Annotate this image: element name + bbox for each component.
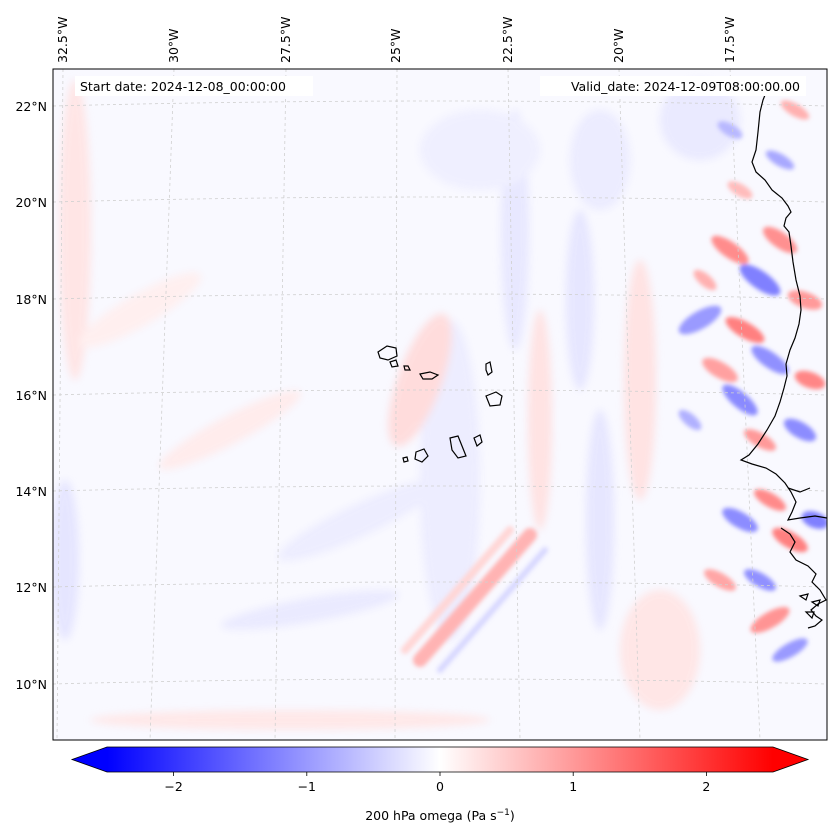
lat-label-12: 12°N	[15, 580, 47, 595]
grid-lon-25	[394, 69, 398, 740]
grid-lon-17-5	[729, 69, 761, 740]
omega-field	[53, 80, 827, 730]
lat-label-16: 16°N	[15, 388, 47, 403]
lon-label-30: 30°W	[166, 28, 181, 63]
cape-verde-santiago	[449, 435, 467, 459]
colorbar-tick-label: −2	[164, 779, 182, 794]
cape-verde-sao-vicente	[389, 359, 399, 368]
cape-verde-maio	[473, 434, 483, 447]
lat-label-10: 10°N	[15, 677, 47, 692]
colorbar-label-exponent: −1	[497, 808, 510, 818]
grid-lon-30	[149, 69, 175, 740]
grid-lat-20	[53, 196, 827, 203]
colorbar-label-main: 200 hPa omega (Pa s	[365, 808, 496, 823]
valid-date-box	[540, 76, 806, 96]
cape-verde-santa-luzia	[403, 365, 411, 371]
grid-lon-20	[618, 69, 641, 740]
colorbar-tick-label: 0	[436, 779, 444, 794]
colorbar-tick-label: 2	[702, 779, 710, 794]
grid-lat-14	[53, 485, 827, 492]
grid-lat-18	[53, 293, 827, 300]
bijagos-islands	[798, 593, 821, 620]
colorbar-outline	[70, 746, 810, 773]
lon-label-27-5: 27.5°W	[278, 17, 293, 63]
map-frame	[52, 68, 828, 741]
map-panel: Start date: 2024-12-08_00:00:00 Valid_da…	[52, 68, 828, 741]
colorbar-extend-max	[773, 747, 808, 772]
graticule	[53, 69, 827, 740]
latitude-labels: 22°N 20°N 18°N 16°N 14°N 12°N 10°N	[15, 99, 47, 692]
lon-label-20: 20°W	[611, 28, 626, 63]
lat-label-20: 20°N	[15, 195, 47, 210]
cape-verde-boa-vista	[485, 391, 503, 407]
grid-lon-22-5	[507, 69, 521, 740]
cape-verde-brava	[402, 456, 409, 463]
grid-lon-27-5	[274, 69, 287, 740]
lat-label-18: 18°N	[15, 292, 47, 307]
colorbar-body	[107, 747, 773, 772]
lon-label-32-5: 32.5°W	[55, 17, 70, 63]
lon-label-17-5: 17.5°W	[722, 17, 737, 63]
gambia-inlet	[787, 487, 811, 493]
colorbar-tick-label: 1	[569, 779, 577, 794]
lat-label-14: 14°N	[15, 484, 47, 499]
cape-verde-sal	[485, 361, 493, 376]
colorbar: −2 −1 0 1 2 200 hPa omega (Pa s−1)	[70, 746, 810, 823]
africa-coastline	[739, 84, 827, 521]
colorbar-label-end: )	[510, 808, 515, 823]
grid-lat-22	[53, 100, 827, 107]
colorbar-tick-label: −1	[298, 779, 316, 794]
valid-date-label: Valid_date: 2024-12-09T08:00:00.00	[571, 79, 800, 94]
grid-lon-32-5	[56, 69, 64, 740]
colorbar-label: 200 hPa omega (Pa s−1)	[365, 808, 515, 823]
coastlines	[377, 84, 827, 629]
guinea-coast	[780, 527, 827, 629]
lon-label-25: 25°W	[388, 28, 403, 63]
lon-label-22-5: 22.5°W	[500, 17, 515, 63]
start-date-label: Start date: 2024-12-08_00:00:00	[80, 79, 286, 94]
grid-lat-10	[53, 678, 827, 685]
longitude-labels: 32.5°W 30°W 27.5°W 25°W 22.5°W 20°W 17.5…	[55, 17, 737, 63]
colorbar-ticks: −2 −1 0 1 2	[164, 772, 710, 794]
colorbar-extend-min	[72, 747, 107, 772]
grid-lat-12	[53, 581, 827, 588]
grid-lat-16	[53, 389, 827, 396]
cape-verde-santo-antao	[377, 345, 398, 361]
cape-verde-sao-nicolau	[419, 371, 440, 380]
lat-label-22: 22°N	[15, 99, 47, 114]
start-date-box	[75, 76, 313, 96]
cape-verde-fogo	[414, 448, 429, 463]
